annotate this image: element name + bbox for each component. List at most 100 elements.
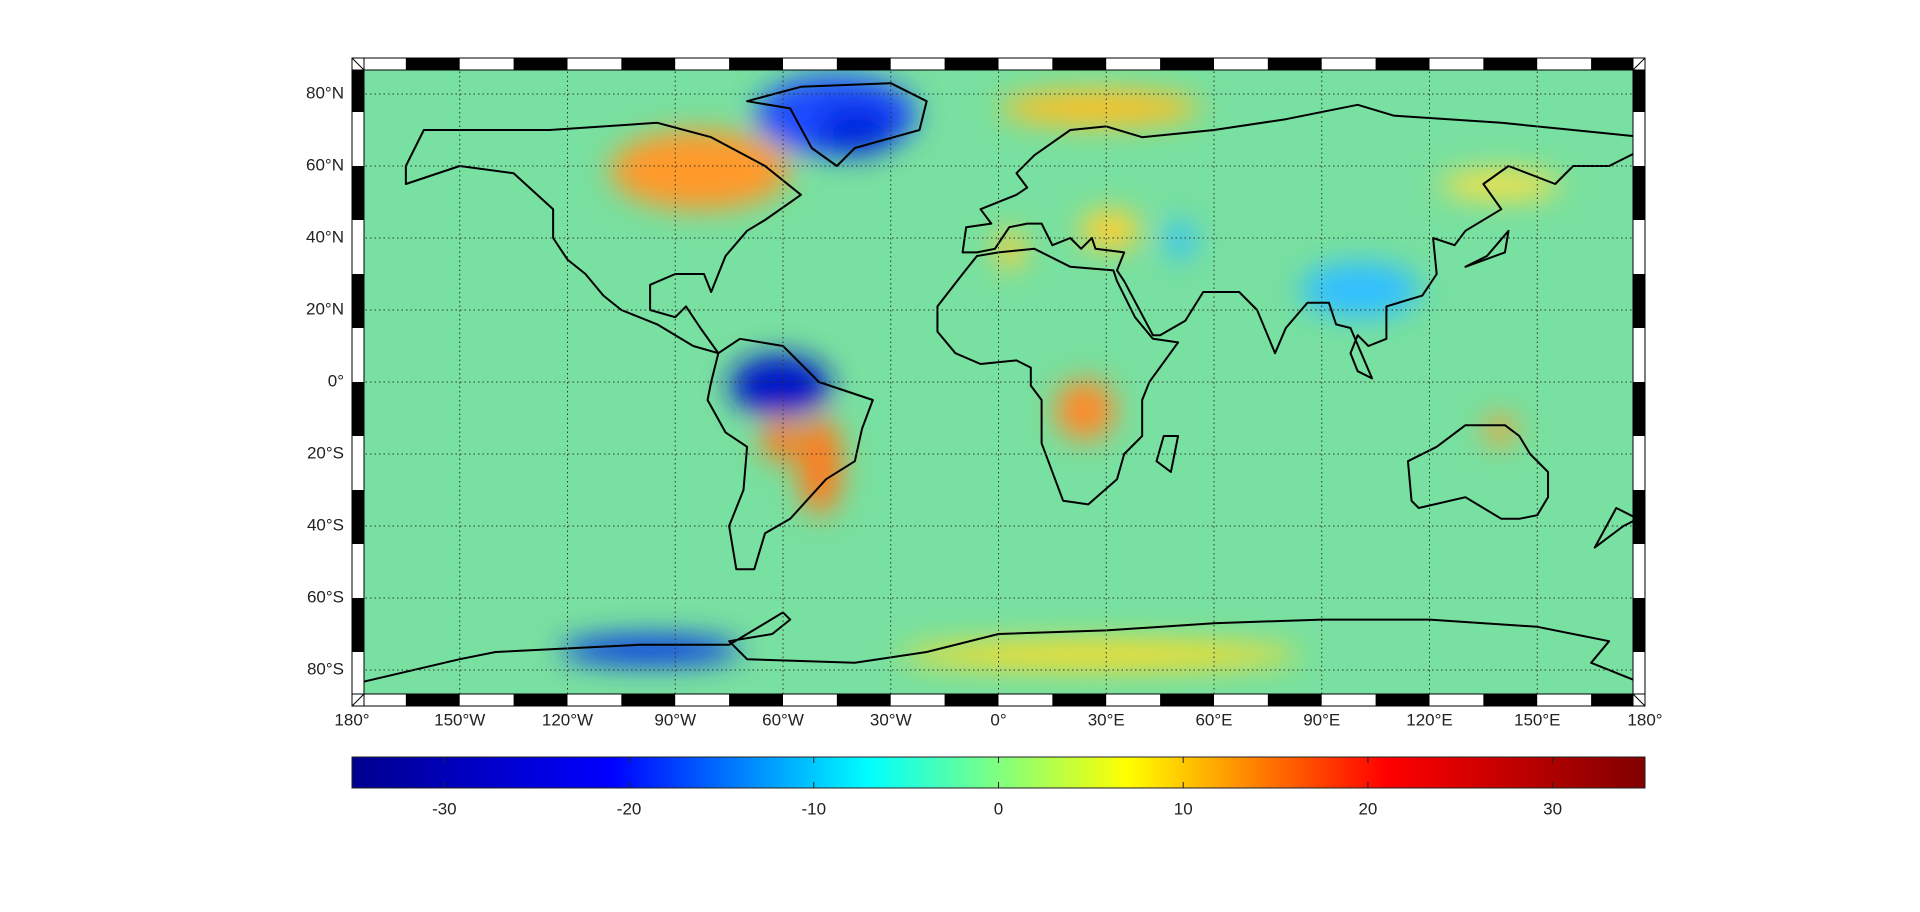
frame-segment [783,58,837,70]
frame-segment [352,694,406,706]
x-tick-label: 30°W [870,710,912,729]
y-tick-label: 80°N [306,83,344,102]
frame-segment [1375,694,1430,706]
frame-segment [890,694,945,706]
frame-segment [1321,58,1376,70]
frame-segment [1633,166,1645,220]
frame-segment [352,544,364,598]
frame-segment [1537,694,1592,706]
colorbar-tick-label: 10 [1174,799,1193,818]
frame-segment [1633,436,1645,490]
frame-segment [459,694,514,706]
x-tick-label: 90°W [654,710,696,729]
y-tick-label: 20°S [307,443,344,462]
frame-segment [1633,220,1645,274]
frame-segment [405,58,460,70]
x-tick-label: 30°E [1088,710,1125,729]
frame-segment [675,694,730,706]
x-tick-label: 180° [1627,710,1662,729]
y-tick-label: 60°N [306,155,344,174]
frame-segment [1052,694,1107,706]
frame-segment [1429,58,1484,70]
frame-segment [675,58,730,70]
frame-inner [363,69,1634,695]
frame-segment [513,694,568,706]
frame-segment [1633,598,1645,652]
colorbar-tick-label: -20 [617,799,642,818]
x-tick-label: 180° [334,710,369,729]
frame-segment [1633,490,1645,544]
frame-segment [621,58,676,70]
frame-segment [405,694,460,706]
frame-segment [1633,274,1645,328]
x-tick-label: 60°W [762,710,804,729]
frame-segment [1633,652,1645,706]
map-field [352,58,1645,706]
map-frame [351,57,1646,707]
frame-corner-diagonal [351,693,365,707]
frame-segment [352,490,364,544]
frame-segment [998,58,1053,70]
frame-segment [1267,58,1322,70]
frame-segment [1537,58,1592,70]
grid [352,58,1645,706]
frame-segment [944,58,999,70]
frame-segment [352,382,364,436]
y-tick-label: 0° [328,371,344,390]
frame-segment [1106,58,1161,70]
frame-segment [567,58,622,70]
frame-segment [1375,58,1430,70]
x-tick-label: 60°E [1195,710,1232,729]
frame-segment [1483,694,1538,706]
frame-segment [1214,694,1268,706]
frame-segment [998,694,1053,706]
frame-segment [890,58,945,70]
frame-segment [1633,112,1645,166]
frame-segment [352,220,364,274]
y-tick-label: 20°N [306,299,344,318]
frame-segment [567,694,622,706]
colorbar-tick-label: 30 [1543,799,1562,818]
frame-segment [729,58,783,70]
frame-segment [621,694,676,706]
x-tick-label: 150°E [1514,710,1561,729]
frame-corner-diagonal [1632,693,1646,707]
y-tick-label: 80°S [307,659,344,678]
frame-segment [836,58,891,70]
frame-segment [459,58,514,70]
x-tick-label: 150°W [434,710,485,729]
y-tick-label: 40°S [307,515,344,534]
frame-segment [1160,58,1214,70]
x-tick-label: 90°E [1303,710,1340,729]
frame-segment [944,694,999,706]
frame-segment [836,694,891,706]
frame-segment [1633,382,1645,436]
frame-segment [1267,694,1322,706]
frame-segment [1321,694,1376,706]
frame-segment [1052,58,1107,70]
colorbar-tick-label: 20 [1358,799,1377,818]
frame-segment [1633,328,1645,382]
frame-segment [1591,58,1645,70]
frame-segment [1483,58,1538,70]
x-tick-label: 120°W [542,710,593,729]
frame-segment [352,328,364,382]
frame-segment [729,694,783,706]
frame-segment [352,58,406,70]
frame-segment [352,598,364,652]
frame-segment [513,58,568,70]
frame-segment [352,652,364,706]
colorbar-tick-label: 0 [994,799,1003,818]
y-tick-label: 60°S [307,587,344,606]
x-tick-label: 0° [990,710,1006,729]
x-tick-label: 120°E [1406,710,1453,729]
map-outline [351,57,1646,707]
frame-corner-diagonal [1632,57,1646,71]
frame-segment [1106,694,1161,706]
frame-segment [1160,694,1214,706]
frame-segment [1214,58,1268,70]
y-tick-label: 40°N [306,227,344,246]
anomaly-blobs [560,75,1560,669]
coastlines [352,83,1645,684]
